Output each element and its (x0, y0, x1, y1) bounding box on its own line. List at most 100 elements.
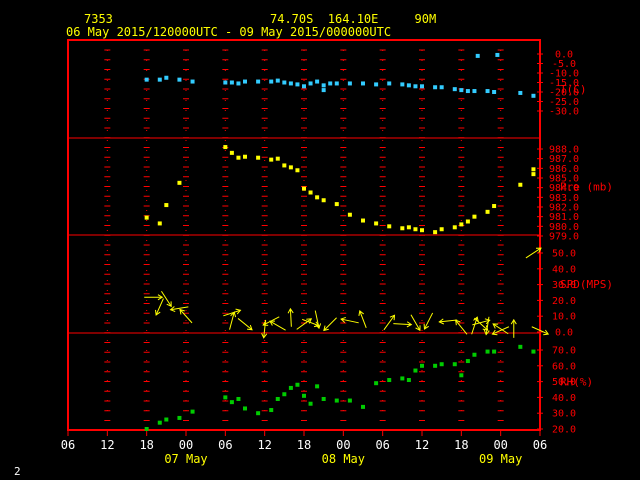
temperature-point (459, 88, 464, 93)
humidity-point (269, 408, 274, 413)
humidity-point (413, 368, 418, 373)
wind-arrow-head (155, 309, 161, 316)
humidity-point (282, 392, 287, 397)
wind-arrow-shaft (263, 319, 267, 338)
y-tick-label: 40.0 (552, 393, 576, 404)
humidity-point (420, 363, 424, 368)
wind-arrow-shaft (223, 309, 241, 317)
temperature-point (223, 80, 228, 85)
y-tick-label: 50.0 (552, 249, 576, 260)
wind-arrow (483, 316, 490, 336)
panel-label-temperature: T(C) (560, 83, 587, 96)
x-tick-label: 18 (454, 438, 468, 452)
humidity-point (256, 411, 261, 416)
panel-label-wind: SPD(MPS) (560, 278, 613, 291)
panel-label-humidity: RH(%) (560, 376, 593, 389)
page-number: 2 (14, 465, 21, 478)
humidity-point (334, 398, 339, 403)
pressure-point (157, 221, 162, 226)
temperature-point (413, 84, 418, 89)
humidity-point (492, 349, 497, 354)
wind-arrow-head (287, 307, 294, 314)
wind-arrow-head (455, 319, 461, 326)
wind-arrow-head (423, 323, 429, 330)
wind-arrow-head (492, 323, 499, 329)
wind-arrow-head (510, 318, 517, 325)
temperature-point (177, 77, 182, 82)
humidity-point (361, 404, 365, 409)
humidity-point (190, 409, 195, 414)
temperature-point (465, 89, 470, 94)
x-tick-label: 00 (179, 438, 193, 452)
humidity-point (387, 378, 392, 383)
wind-arrow-head (235, 308, 242, 315)
temperature-point (164, 75, 169, 80)
wind-arrow (383, 314, 396, 331)
temperature-point (334, 81, 339, 86)
pressure-point (288, 165, 293, 170)
y-tick-label: 982.0 (549, 203, 579, 214)
wind-arrow-shaft (229, 312, 235, 330)
y-tick-label: 985.0 (549, 174, 579, 185)
wind-arrow (423, 312, 434, 330)
pressure-point (269, 157, 274, 162)
pressure-point (459, 222, 464, 227)
y-tick-label: 20.0 (552, 425, 576, 436)
humidity-point (374, 381, 379, 386)
pressure-point (406, 225, 411, 230)
temperature-point (439, 85, 444, 90)
temperature-point (475, 53, 480, 58)
wind-arrow (471, 316, 479, 335)
y-tick-label: 50.0 (552, 377, 576, 388)
x-tick-label: 06 (61, 438, 75, 452)
temperature-point (452, 87, 457, 92)
temperature-point (485, 89, 490, 94)
wind-arrow (340, 316, 359, 324)
pressure-point (452, 225, 457, 230)
wind-arrow-shaft (314, 310, 320, 329)
wind-arrow (144, 294, 164, 301)
y-tick-label: -25.0 (549, 97, 579, 108)
temperature-point (531, 93, 536, 98)
pressure-point (472, 214, 477, 219)
wind-arrow-head (323, 325, 329, 332)
wind-arrow-shaft (473, 317, 489, 331)
wind-arrow-head (358, 310, 365, 316)
station-id: 7353 (84, 12, 113, 26)
y-tick-label: 987.0 (549, 154, 579, 165)
pressure-point (308, 190, 313, 195)
wind-arrow (269, 320, 286, 331)
wind-arrow-head (473, 316, 479, 323)
y-tick-label: -20.0 (549, 88, 579, 99)
y-tick-label: 40.0 (552, 264, 576, 275)
temperature-point (433, 85, 438, 90)
temperature-point (321, 83, 326, 88)
temperature-point (144, 77, 149, 82)
wind-arrow-head (482, 325, 489, 331)
y-tick-label: 0.0 (555, 50, 573, 61)
y-tick-label: 981.0 (549, 212, 579, 223)
pressure-point (275, 156, 280, 161)
temperature-point (157, 77, 162, 82)
x-tick-label: 00 (493, 438, 507, 452)
temperature-point (321, 88, 326, 93)
y-tick-label: 979.0 (549, 232, 579, 243)
wind-arrow-head (406, 321, 413, 328)
wind-arrow-head (535, 247, 542, 253)
pressure-point (144, 215, 149, 220)
pressure-point (256, 155, 261, 160)
wind-arrow (525, 247, 542, 259)
x-tick-label: 12 (100, 438, 114, 452)
temperature-point (315, 79, 320, 84)
wind-arrow-head (166, 301, 172, 308)
pressure-point (302, 186, 306, 191)
wind-arrow-head (179, 308, 185, 315)
humidity-point (229, 400, 234, 405)
wind-arrow-head (415, 325, 421, 332)
wind-arrow-shaft (359, 310, 367, 328)
temperature-point (295, 82, 300, 87)
wind-arrow-head (157, 294, 164, 301)
date-label: 07 May (164, 452, 207, 466)
humidity-point (243, 406, 247, 411)
y-tick-label: 10.0 (552, 312, 576, 323)
